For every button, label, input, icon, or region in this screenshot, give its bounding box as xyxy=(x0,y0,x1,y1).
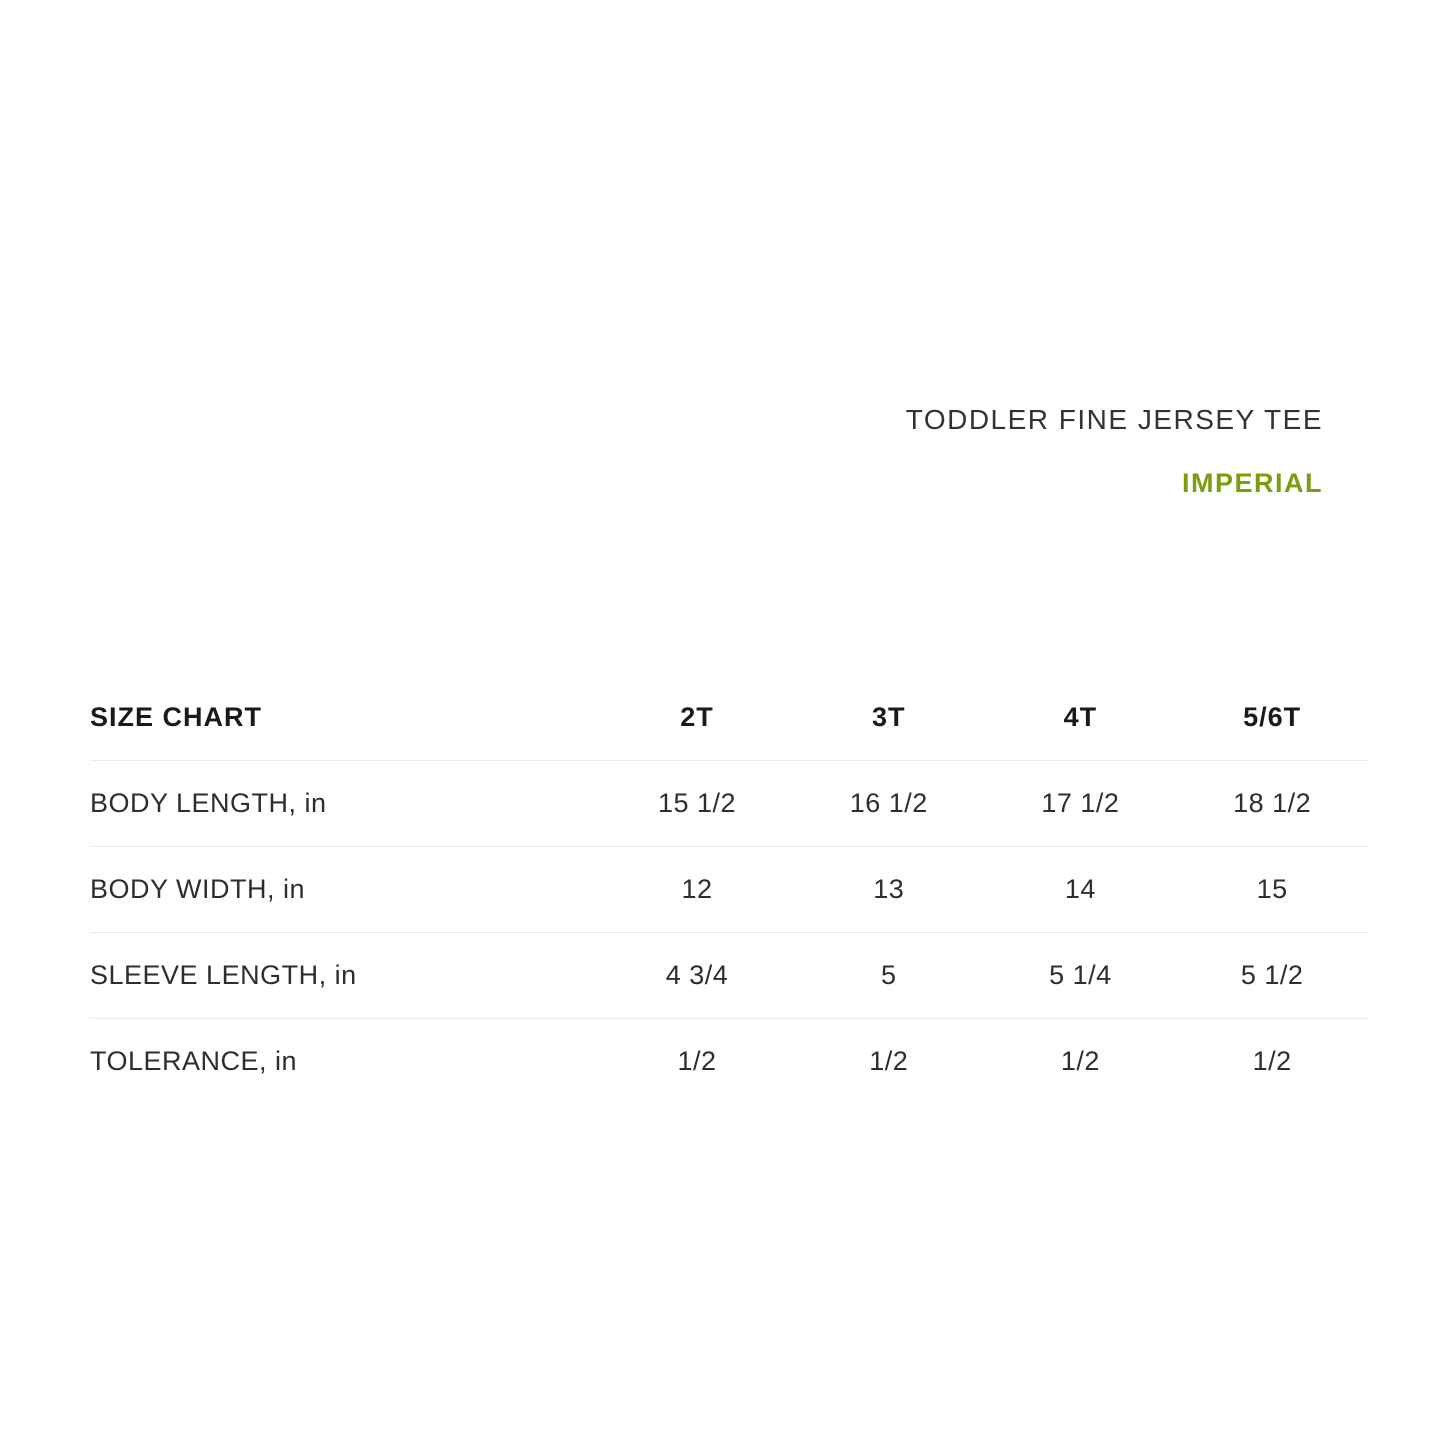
product-title: TODDLER FINE JERSEY TEE xyxy=(905,404,1323,435)
cell-tolerance-5-6t: 1/2 xyxy=(1252,1046,1292,1076)
cell-body-length-4t: 17 1/2 xyxy=(1041,788,1120,818)
row-label: SLEEVE LENGTH, in xyxy=(90,960,357,990)
column-header-2t: 2T xyxy=(680,702,714,732)
cell-body-width-2t: 12 xyxy=(681,874,713,904)
table-header-row: SIZE CHART 2T 3T 4T 5/6T xyxy=(90,675,1368,761)
column-header-5-6t: 5/6T xyxy=(1243,702,1302,732)
table-row-tolerance: TOLERANCE, in 1/2 1/2 1/2 1/2 xyxy=(90,1019,1368,1105)
table-title: SIZE CHART xyxy=(90,702,262,732)
row-label: BODY WIDTH, in xyxy=(90,874,306,904)
cell-body-length-3t: 16 1/2 xyxy=(849,788,928,818)
cell-sleeve-length-2t: 4 3/4 xyxy=(665,960,729,990)
size-chart-table: SIZE CHART 2T 3T 4T 5/6T BODY LENGTH, in… xyxy=(90,675,1368,1104)
cell-tolerance-2t: 1/2 xyxy=(677,1046,717,1076)
column-header-4t: 4T xyxy=(1063,702,1098,732)
row-label: BODY LENGTH, in xyxy=(90,788,327,818)
table-row-body-width: BODY WIDTH, in 12 13 14 15 xyxy=(90,847,1368,933)
cell-body-width-5-6t: 15 xyxy=(1256,874,1288,904)
cell-sleeve-length-4t: 5 1/4 xyxy=(1049,960,1112,990)
cell-sleeve-length-5-6t: 5 1/2 xyxy=(1240,960,1304,990)
cell-sleeve-length-3t: 5 xyxy=(880,960,897,990)
column-header-3t: 3T xyxy=(871,702,906,732)
unit-toggle-imperial[interactable]: IMPERIAL xyxy=(1181,468,1323,498)
cell-tolerance-4t: 1/2 xyxy=(1060,1046,1100,1076)
cell-body-length-2t: 15 1/2 xyxy=(658,788,737,818)
cell-body-width-3t: 13 xyxy=(873,874,905,904)
row-label: TOLERANCE, in xyxy=(90,1046,298,1076)
cell-body-width-4t: 14 xyxy=(1064,874,1096,904)
cell-body-length-5-6t: 18 1/2 xyxy=(1233,788,1312,818)
table-row-body-length: BODY LENGTH, in 15 1/2 16 1/2 17 1/2 18 … xyxy=(90,761,1368,847)
table-row-sleeve-length: SLEEVE LENGTH, in 4 3/4 5 5 1/4 5 1/2 xyxy=(90,933,1368,1019)
product-header: TODDLER FINE JERSEY TEE IMPERIAL xyxy=(906,406,1323,497)
cell-tolerance-3t: 1/2 xyxy=(869,1046,909,1076)
